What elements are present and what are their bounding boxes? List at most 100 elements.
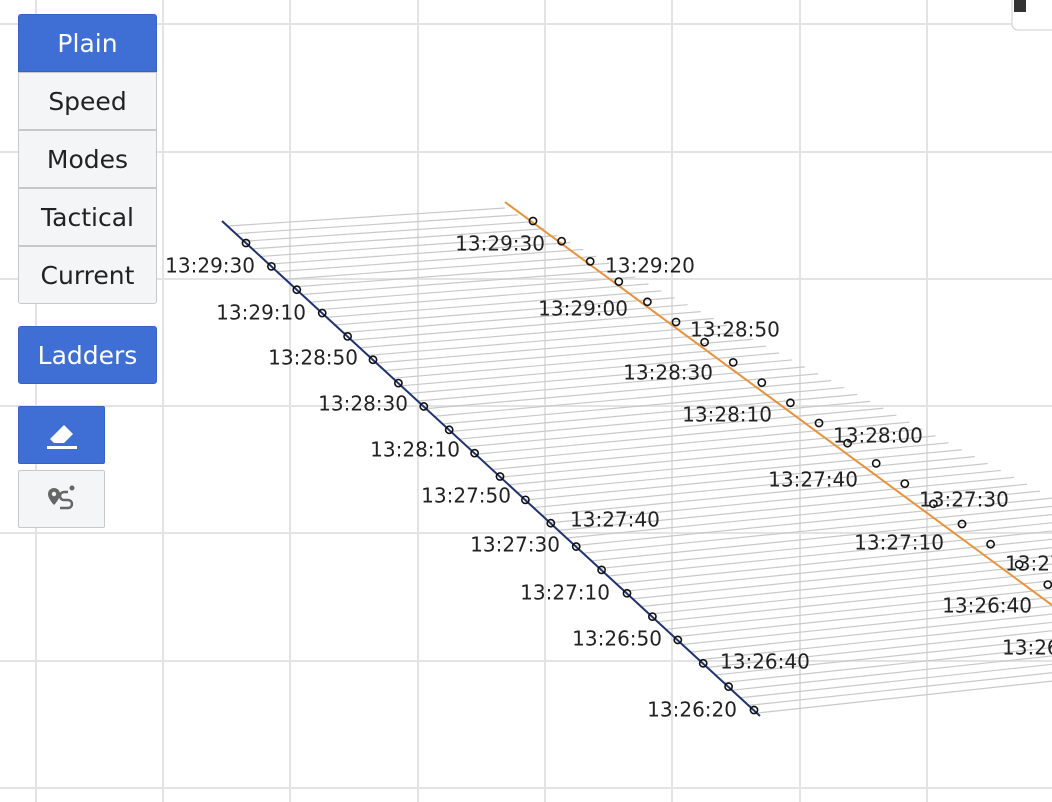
track-point (1043, 580, 1052, 589)
track-point (597, 565, 606, 575)
time-label: 13:27:10 (520, 581, 610, 605)
mode-button[interactable]: Speed (18, 72, 157, 130)
ladder-rung (434, 380, 832, 417)
track-point (546, 518, 556, 528)
track-point (585, 256, 595, 266)
mode-button[interactable]: Tactical (18, 188, 157, 246)
ladder-rung (756, 680, 1052, 714)
ladder-rung (525, 456, 975, 501)
track-point (986, 539, 995, 549)
route-icon (47, 485, 74, 510)
ladder-rung (261, 235, 558, 258)
eraser-button[interactable] (18, 406, 105, 464)
ladder-rung (236, 214, 519, 235)
track-point (343, 331, 352, 341)
time-label: 13:26:20 (1002, 636, 1052, 660)
ladder-rung (327, 290, 662, 318)
ladder-rung (459, 400, 871, 440)
track-point (673, 635, 683, 645)
track-point (814, 418, 824, 428)
mode-button[interactable]: Current (18, 246, 157, 304)
time-label: 13:27:20 (1005, 552, 1052, 576)
track-point (700, 337, 709, 347)
track-labels: 13:29:30 13:29:10 13:28:50 13:28:30 13:28:10… (165, 232, 1052, 722)
time-label: 13:28:30 (623, 361, 713, 385)
ladder-rung (666, 588, 1052, 630)
track-point (900, 479, 910, 488)
time-label: 13:29:10 (216, 301, 306, 325)
ladder-rung (335, 297, 675, 326)
ladder-rung (517, 449, 962, 493)
time-label: 13:28:30 (318, 392, 408, 416)
ladder-rung (715, 638, 1052, 676)
ladder-rung (294, 262, 610, 288)
ladder-rung (426, 373, 819, 410)
track-point (292, 285, 302, 295)
track-point (622, 588, 632, 598)
ladder-rung (401, 352, 780, 387)
track-point (470, 448, 479, 458)
ladder-rung (624, 546, 1052, 592)
track-point (419, 402, 429, 411)
ladder-rung (542, 469, 1001, 516)
time-label: 13:26:50 (572, 627, 662, 651)
track-point (724, 682, 733, 692)
ladder-rung (699, 621, 1052, 661)
time-label: 13:29:00 (538, 297, 628, 321)
ladder-rung (384, 338, 753, 372)
mode-button[interactable]: Plain (18, 14, 157, 72)
ladder-rung (244, 221, 532, 242)
track-point (957, 519, 967, 529)
blue-track-line (221, 220, 761, 717)
time-label: 13:29:20 (605, 254, 695, 278)
time-label: 13:27:30 (470, 533, 560, 557)
route-button[interactable] (18, 470, 105, 528)
ladder-rung (368, 324, 727, 356)
ladders-button[interactable]: Ladders (18, 326, 157, 384)
ladder-rung (467, 407, 884, 448)
track-point (648, 612, 657, 621)
ladder-rung (657, 580, 1052, 623)
ladder-rung (740, 663, 1052, 699)
time-label: 13:29:30 (165, 254, 255, 278)
time-label: 13:26:40 (720, 650, 810, 674)
ladder-rung (608, 530, 1052, 577)
ladder-rung (418, 366, 806, 402)
mode-button[interactable]: Modes (18, 130, 157, 188)
ladder-rung (475, 414, 897, 455)
track-point (757, 378, 767, 387)
ladder-rung (252, 228, 545, 250)
ladder-rung (343, 304, 688, 334)
time-label: 13:28:50 (690, 318, 780, 342)
time-label: 13:27:40 (570, 508, 660, 532)
time-label: 13:27:50 (421, 484, 511, 508)
ladder-rung (616, 538, 1052, 585)
track-point (929, 499, 938, 509)
ladder-rung (318, 283, 649, 311)
track-point (871, 458, 881, 468)
ladder-rung (632, 555, 1052, 600)
ladder-rung (558, 483, 1027, 531)
track-point (571, 542, 581, 551)
track-point (266, 261, 276, 271)
ladder-rung (442, 386, 845, 425)
orange-track-line (504, 201, 1052, 607)
track-point (241, 238, 251, 248)
ladder-rung (533, 462, 988, 509)
track-points (241, 216, 1052, 715)
time-label: 13:29:30 (455, 232, 545, 256)
ladder-rung (227, 207, 506, 227)
ladder-rung (649, 571, 1052, 615)
track-point (317, 308, 327, 318)
track-point (521, 495, 530, 505)
track-point (843, 438, 852, 448)
ladder-rung (575, 497, 1052, 547)
ladder-rung (451, 393, 858, 433)
ladder-rung (748, 672, 1052, 706)
eraser-icon (46, 425, 77, 449)
ladder-rung (690, 613, 1052, 653)
ladder-rung (682, 605, 1052, 646)
track-point (495, 472, 505, 481)
track-point (557, 236, 566, 246)
